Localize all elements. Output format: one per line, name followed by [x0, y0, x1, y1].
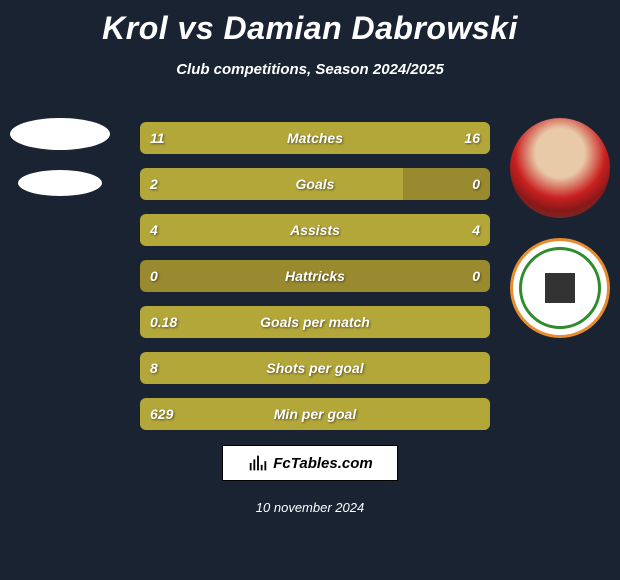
stat-value-left: 8: [150, 360, 158, 376]
right-player-avatars: [510, 118, 610, 338]
stat-fill-left: [140, 214, 315, 246]
date: 10 november 2024: [256, 500, 364, 515]
stat-value-right: 4: [472, 222, 480, 238]
stat-fill-left: [140, 168, 403, 200]
stat-row: 0.18 Goals per match: [140, 306, 490, 338]
watermark: FcTables.com: [222, 445, 398, 481]
stat-label: Matches: [287, 130, 343, 146]
stat-value-left: 4: [150, 222, 158, 238]
left-player-avatars: [10, 118, 110, 196]
player-avatar-placeholder: [10, 118, 110, 150]
stat-label: Assists: [290, 222, 340, 238]
stat-value-right: 0: [472, 176, 480, 192]
stat-value-left: 0.18: [150, 314, 177, 330]
stat-value-right: 0: [472, 268, 480, 284]
stat-value-left: 11: [150, 130, 165, 146]
stat-row: 8 Shots per goal: [140, 352, 490, 384]
subtitle: Club competitions, Season 2024/2025: [0, 61, 620, 78]
player-photo: [510, 118, 610, 218]
stat-row: 11 Matches 16: [140, 122, 490, 154]
club-logo-placeholder: [18, 170, 102, 196]
stat-label: Hattricks: [285, 268, 345, 284]
stat-value-right: 16: [464, 130, 480, 146]
stat-label: Shots per goal: [266, 360, 363, 376]
stat-row: 2 Goals 0: [140, 168, 490, 200]
chart-icon: [247, 452, 269, 474]
stat-label: Goals: [296, 176, 335, 192]
stat-fill-right: [315, 214, 490, 246]
page-title: Krol vs Damian Dabrowski: [0, 0, 620, 47]
stat-label: Goals per match: [260, 314, 370, 330]
stat-row: 0 Hattricks 0: [140, 260, 490, 292]
stat-label: Min per goal: [274, 406, 356, 422]
stat-value-left: 2: [150, 176, 158, 192]
stat-value-left: 0: [150, 268, 158, 284]
stat-row: 4 Assists 4: [140, 214, 490, 246]
stats-bars: 11 Matches 16 2 Goals 0 4 Assists 4 0 Ha…: [140, 122, 490, 430]
stat-value-left: 629: [150, 406, 173, 422]
stat-row: 629 Min per goal: [140, 398, 490, 430]
watermark-text: FcTables.com: [273, 455, 372, 472]
club-logo: [510, 238, 610, 338]
